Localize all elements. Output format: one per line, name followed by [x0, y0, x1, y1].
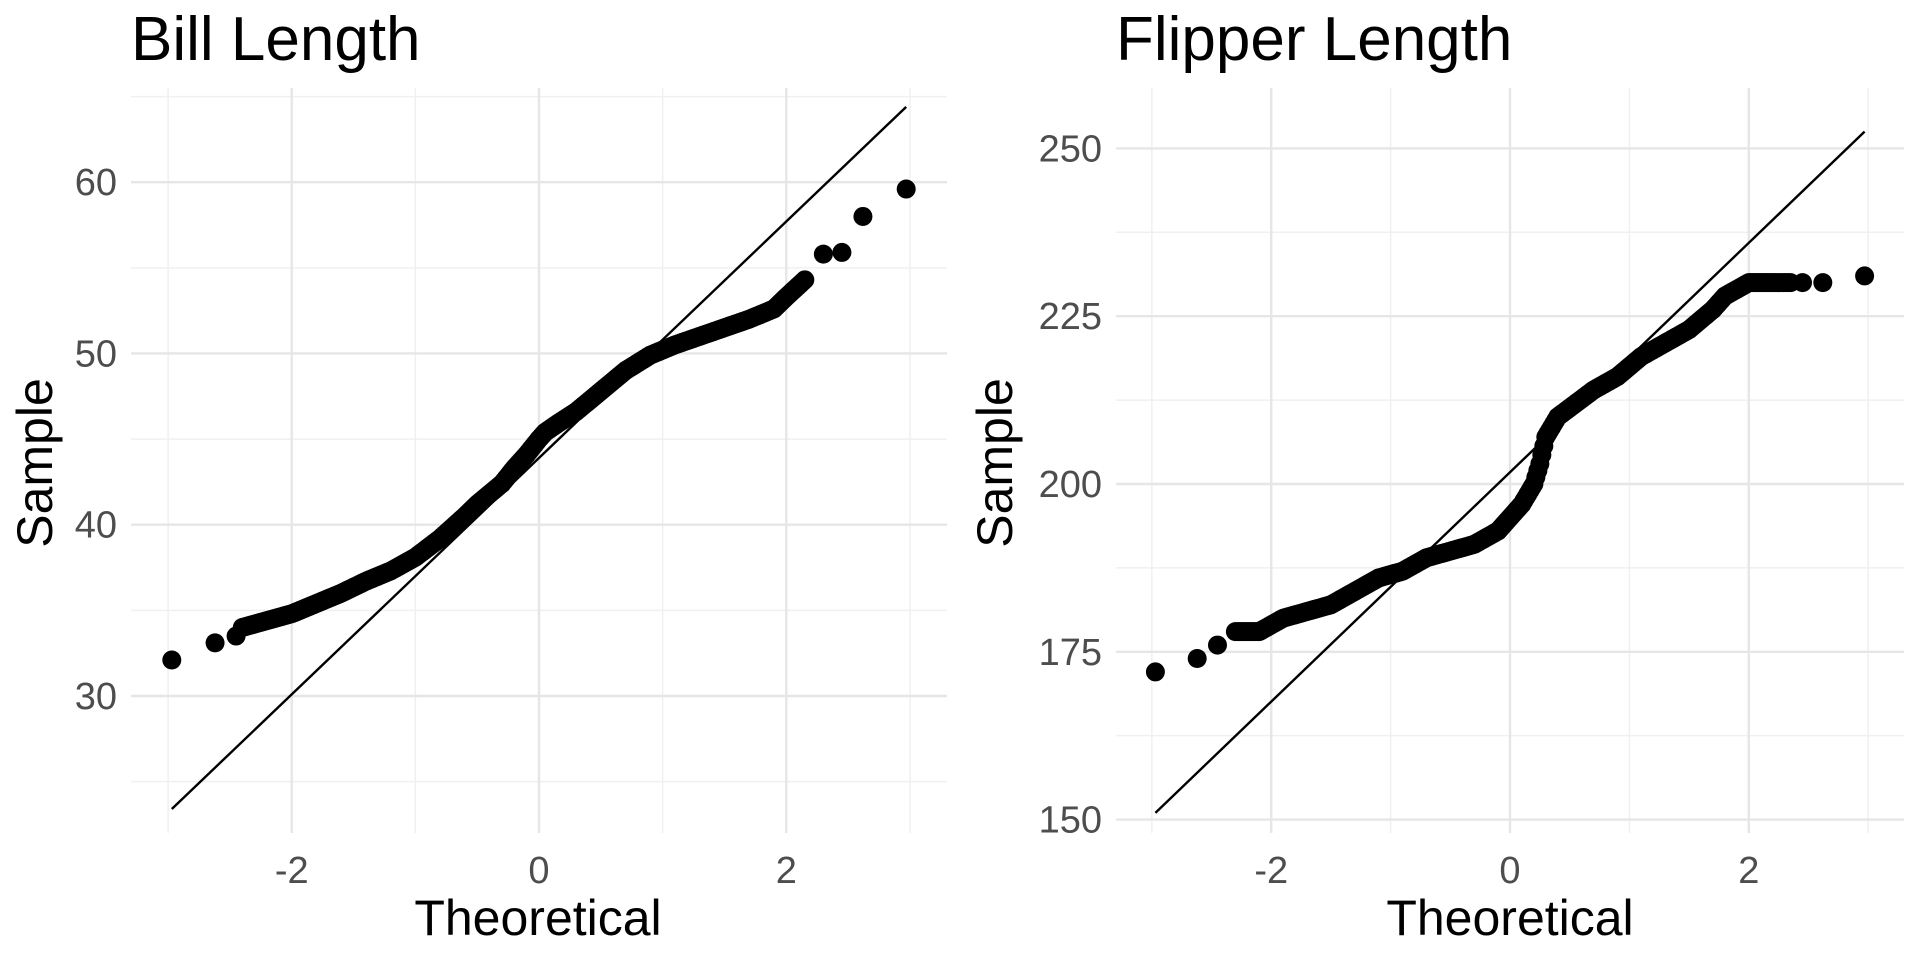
flipper-length-x-tick-label-0: -2	[1254, 850, 1288, 892]
flipper-length-tail-point-4	[1813, 273, 1833, 293]
bill-length-tail-point-5	[853, 206, 873, 226]
bill-length-reference-line-group	[170, 105, 908, 810]
bill-length-y-tick-label-2: 50	[75, 333, 117, 375]
flipper-length-y-tick-label-1: 175	[1039, 632, 1102, 674]
flipper-length-panel: Flipper Length 150 175 200 225 250 -2 0 2 Theo…	[967, 5, 1904, 946]
flipper-length-y-tick-label-2: 200	[1039, 464, 1102, 506]
bill-length-x-tick-label-0: -2	[275, 850, 309, 892]
flipper-length-x-axis-title: Theoretical	[1386, 890, 1633, 946]
flipper-length-y-tick-label-0: 150	[1039, 800, 1102, 842]
flipper-length-tail-point-1	[1187, 648, 1207, 668]
bill-length-x-axis-title: Theoretical	[414, 890, 661, 946]
bill-length-gridlines	[131, 88, 947, 833]
bill-length-reference-line	[170, 105, 908, 810]
bill-length-y-tick-label-0: 30	[75, 676, 117, 718]
bill-length-y-tick-labels: 30 40 50 60	[75, 162, 117, 718]
bill-length-x-tick-label-1: 0	[528, 850, 549, 892]
bill-length-points	[162, 179, 916, 670]
flipper-length-y-tick-label-3: 225	[1039, 296, 1102, 338]
bill-length-y-axis-title: Sample	[7, 378, 63, 548]
bill-length-sample-point	[795, 270, 815, 290]
bill-length-tail-point-2	[226, 626, 246, 646]
flipper-length-title: Flipper Length	[1116, 5, 1512, 74]
bill-length-x-tick-labels: -2 0 2	[275, 850, 797, 892]
flipper-length-x-tick-label-2: 2	[1738, 850, 1759, 892]
flipper-length-tail-point-2	[1207, 635, 1227, 655]
bill-length-title: Bill Length	[131, 5, 421, 74]
flipper-length-x-tick-label-1: 0	[1499, 850, 1520, 892]
bill-length-panel: Bill Length 30 40 50 60 -2 0 2 Theoretical Sa…	[7, 5, 947, 946]
flipper-length-tail-point-3	[1793, 273, 1813, 293]
bill-length-tail-point-0	[162, 650, 182, 670]
bill-length-y-tick-label-1: 40	[75, 505, 117, 547]
flipper-length-y-axis-title: Sample	[967, 378, 1023, 548]
bill-length-x-tick-label-2: 2	[776, 850, 797, 892]
bill-length-y-tick-label-3: 60	[75, 162, 117, 204]
bill-length-tail-point-3	[813, 244, 833, 264]
flipper-length-gridlines	[1116, 88, 1904, 833]
flipper-length-x-tick-labels: -2 0 2	[1254, 850, 1759, 892]
flipper-length-tail-point-5	[1855, 266, 1875, 286]
bill-length-tail-point-1	[205, 633, 225, 653]
flipper-length-y-tick-labels: 150 175 200 225 250	[1039, 128, 1102, 841]
flipper-length-reference-line	[1154, 130, 1866, 814]
flipper-length-y-tick-label-4: 250	[1039, 128, 1102, 170]
flipper-length-tail-point-0	[1145, 662, 1165, 682]
flipper-length-reference-line-group	[1154, 130, 1866, 814]
bill-length-tail-point-6	[896, 179, 916, 199]
bill-length-tail-point-4	[832, 242, 852, 262]
flipper-length-points	[1145, 266, 1875, 682]
